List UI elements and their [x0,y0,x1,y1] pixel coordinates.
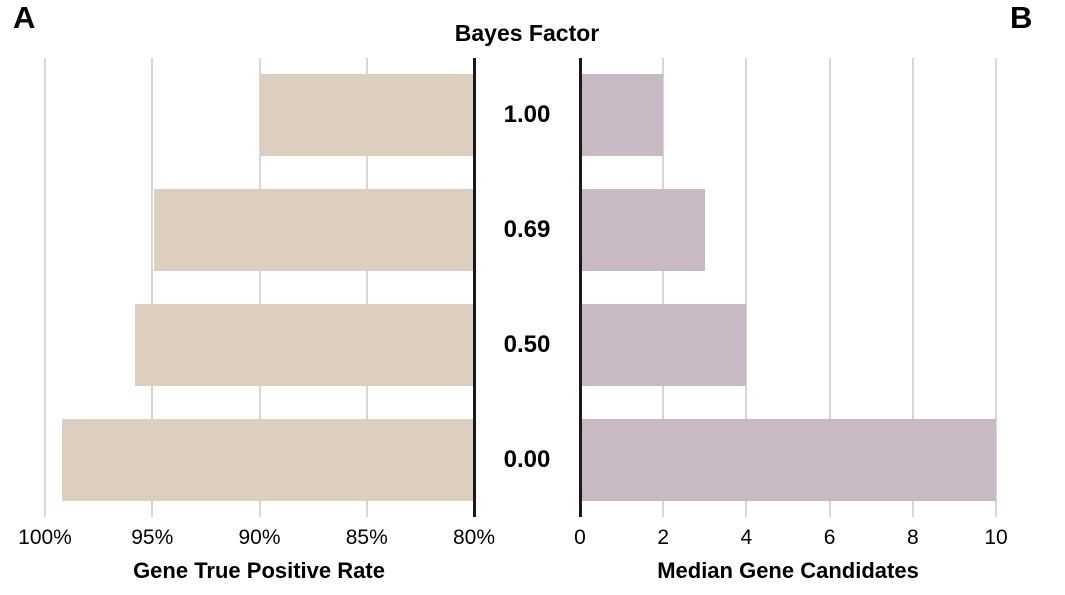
tick-label: 6 [823,526,836,549]
tick-label: 80% [452,526,496,549]
category-label: 1.00 [503,101,551,129]
axis-line [578,58,582,517]
gridline [995,58,997,517]
panel-b-label: B [1010,0,1033,35]
axis-line [472,58,476,517]
gridline [828,58,831,517]
panel-a-axis-title: Gene True Positive Rate [133,558,385,583]
bar-a-1.00 [259,74,474,157]
panel-b-plot [578,58,997,517]
panel-b-axis-title: Median Gene Candidates [657,558,919,583]
tick-label: 8 [906,526,919,549]
bar-b-0.50 [580,303,747,386]
panel-a-plot [44,58,476,517]
tick-label: 90% [238,526,281,549]
bar-b-0.69 [580,189,705,272]
tick-label: 2 [657,526,670,549]
category-label: 0.69 [503,216,551,244]
bar-a-0.69 [154,189,474,272]
panel-a-label: A [13,0,36,35]
gridline [151,58,154,517]
bar-a-0.00 [62,418,474,501]
tick-label: 0 [574,526,586,549]
gridline [911,58,914,517]
tick-label: 95% [131,526,174,549]
bar-b-1.00 [580,74,664,157]
tick-label: 100% [18,526,72,549]
gridline [745,58,748,517]
gridline [44,58,46,517]
bar-a-0.50 [135,303,474,386]
bar-b-0.00 [580,418,996,501]
tick-label: 10 [984,526,1008,549]
category-label: 0.00 [503,445,551,473]
bayes-factor-header: Bayes Factor [454,20,600,46]
tick-label: 4 [740,526,753,549]
gridline [365,58,368,517]
category-label: 0.50 [503,330,551,358]
tick-label: 85% [345,526,388,549]
gridline [662,58,665,517]
gridline [258,58,261,517]
